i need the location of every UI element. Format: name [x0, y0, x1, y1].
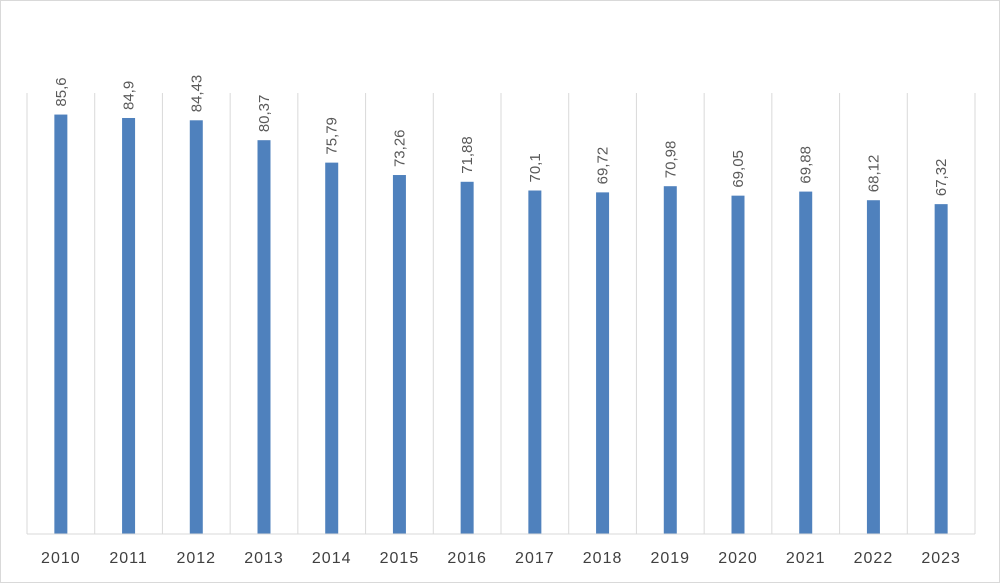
x-tick-label-2023: 2023	[921, 550, 961, 567]
data-labels: 85,6 84,9 84,43 80,37 75,79 73,26 71,88 70,1 69,…	[53, 75, 950, 196]
data-label-2017: 70,1	[527, 153, 544, 182]
x-tick-label-2018: 2018	[583, 550, 623, 567]
x-tick-label-2015: 2015	[380, 550, 420, 567]
bar-2022	[866, 200, 880, 534]
bar-2020	[731, 195, 745, 534]
bar-2012	[189, 120, 203, 534]
x-tick-label-2021: 2021	[786, 550, 826, 567]
x-tick-label-2020: 2020	[718, 550, 758, 567]
x-tick-label-2016: 2016	[447, 550, 487, 567]
bar-2019	[663, 186, 677, 534]
data-label-2022: 68,12	[865, 155, 882, 193]
bar-2018	[596, 192, 610, 534]
data-label-2014: 75,79	[324, 117, 341, 155]
data-label-2011: 84,9	[121, 81, 138, 110]
x-tick-label-2012: 2012	[176, 550, 216, 567]
x-tick-label-2011: 2011	[109, 550, 147, 567]
gridlines	[26, 93, 976, 534]
data-label-2018: 69,72	[595, 147, 612, 185]
bar-2011	[122, 117, 136, 535]
x-tick-label-2017: 2017	[515, 550, 555, 567]
x-tick-label-2010: 2010	[41, 550, 81, 567]
bar-2014	[325, 162, 339, 534]
data-label-2010: 85,6	[53, 77, 70, 106]
x-tick-label-2022: 2022	[854, 550, 894, 567]
x-tick-label-2014: 2014	[312, 550, 352, 567]
x-tick-label-2013: 2013	[244, 550, 284, 567]
x-tick-label-2019: 2019	[650, 550, 690, 567]
bar-2013	[257, 140, 271, 534]
data-label-2013: 80,37	[256, 95, 273, 133]
data-label-2016: 71,88	[459, 136, 476, 174]
data-label-2023: 67,32	[933, 159, 950, 197]
data-label-2015: 73,26	[391, 129, 408, 167]
bar-2015	[392, 175, 406, 534]
bar-2017	[528, 190, 542, 534]
x-axis-tick-labels: 2010 2011 2012 2013 2014 2015 2016 2017 2018 2019…	[41, 550, 961, 567]
data-label-2021: 69,88	[798, 146, 815, 184]
data-label-2020: 69,05	[730, 150, 747, 188]
data-label-2019: 70,98	[662, 141, 679, 179]
bars	[54, 114, 948, 535]
bar-2016	[460, 181, 474, 534]
bar-2021	[799, 191, 813, 534]
bar-2023	[934, 204, 948, 534]
bar-2010	[54, 114, 68, 534]
data-label-2012: 84,43	[188, 75, 205, 113]
